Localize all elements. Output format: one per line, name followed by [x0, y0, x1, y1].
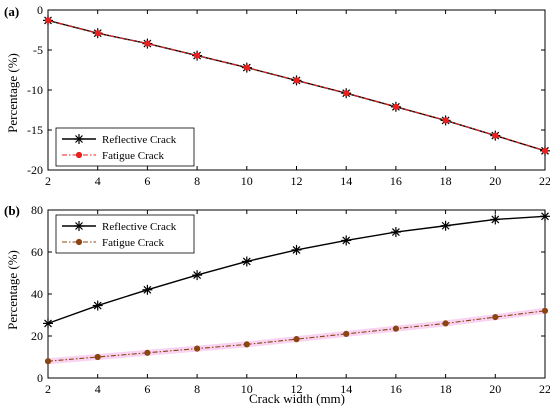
- panel-b-xtick-label: 20: [489, 382, 501, 396]
- panel-b-fatigue-crack-point: [492, 314, 499, 321]
- panel-b-legend: Reflective Crack Fatigue Crack: [55, 214, 195, 254]
- panel-b-reflective-crack-point: [241, 256, 252, 267]
- panel-b-label: (b): [4, 203, 20, 218]
- panel-a-legend: Reflective Crack Fatigue Crack: [55, 127, 195, 167]
- panel-b-reflective-crack-point: [192, 270, 203, 281]
- panel-a-fatigue-crack-point: [44, 17, 52, 24]
- panel-b-fatigue-crack-point: [392, 325, 399, 332]
- panel-a-ytick-label: -10: [27, 83, 43, 97]
- panel-b-reflective-crack-point: [92, 300, 103, 311]
- panel-a-xtick-label: 14: [340, 174, 352, 188]
- panel-b-fatigue-crack-point: [293, 336, 300, 343]
- panel-b-ylabel: Percentage (%): [5, 250, 20, 330]
- panel-a-fatigue-crack-point: [144, 40, 151, 47]
- panel-a-fatigue-crack-point: [94, 30, 101, 37]
- panel-b-reflective-crack-point: [390, 227, 401, 238]
- panel-b-xtick-label: 16: [390, 382, 402, 396]
- panel-a-fatigue-crack-point: [492, 132, 499, 139]
- panel-a: (a) Percentage (%) 2 4 6 8 10 12 14 16 18 20 22 -20…: [4, 3, 550, 188]
- panel-a-fatigue-crack-point: [194, 52, 201, 59]
- panel-b-legend-reflective-crack-label: Reflective Crack: [102, 221, 177, 233]
- panel-a-xtick-label: 18: [440, 174, 452, 188]
- panel-b-legend-fatigue-crack-marker: [75, 238, 83, 246]
- panel-b-fatigue-crack-point: [541, 307, 549, 314]
- panel-a-ytick-label: -5: [33, 43, 43, 57]
- panel-a-xtick-label: 16: [390, 174, 402, 188]
- panel-b-fatigue-crack-point: [44, 358, 52, 365]
- panel-b-xtick-label: 18: [440, 382, 452, 396]
- panel-a-legend-reflective-crack-marker: [74, 134, 84, 144]
- panel-b-legend-fatigue-crack-label: Fatigue Crack: [102, 237, 165, 249]
- panel-b-ytick-label: 60: [31, 245, 43, 259]
- panel-a-fatigue-crack-point: [392, 103, 399, 110]
- panel-a-fatigue-crack-point: [541, 147, 549, 154]
- panel-b-xtick-label: 12: [291, 382, 303, 396]
- panel-b-plot: 2 4 6 8 10 12 14 16 18 20 22 0 20 40 60 80 Reflective Cr…: [31, 203, 550, 396]
- panel-b-reflective-crack-point: [43, 318, 53, 329]
- panel-a-fatigue-crack-point: [442, 117, 449, 124]
- panel-b-xlabel: Crack width (mm): [249, 391, 345, 406]
- panel-b-fatigue-crack-point: [243, 341, 250, 348]
- panel-b-xtick-label: 22: [539, 382, 550, 396]
- panel-a-xtick-label: 22: [539, 174, 550, 188]
- panel-b-reflective-crack-point: [440, 220, 451, 231]
- panel-a-legend-fatigue-crack-label: Fatigue Crack: [102, 150, 165, 162]
- panel-a-ytick-label: -20: [27, 163, 43, 177]
- panel-b-fatigue-crack-point: [343, 330, 350, 337]
- panel-b: (b) Percentage (%) Crack width (mm) 2 4 6 8…: [4, 203, 550, 406]
- panel-b-reflective-crack-point: [540, 211, 550, 222]
- panel-b-fatigue-crack-band: [48, 307, 545, 365]
- panel-a-xtick-label: 4: [95, 174, 101, 188]
- panel-a-xtick-label: 6: [144, 174, 150, 188]
- panel-b-reflective-crack-point: [291, 244, 302, 255]
- panel-b-xtick-label: 14: [340, 382, 352, 396]
- panel-a-ytick-label: -15: [27, 123, 43, 137]
- panel-a-xtick-label: 2: [45, 174, 51, 188]
- panel-b-ytick-label: 20: [31, 329, 43, 343]
- panel-b-xtick-label: 8: [194, 382, 200, 396]
- panel-a-xtick-label: 8: [194, 174, 200, 188]
- panel-a-label: (a): [4, 4, 19, 19]
- panel-b-reflective-crack-point: [341, 235, 352, 246]
- panel-b-fatigue-crack-point: [194, 345, 201, 352]
- panel-b-xtick-label: 4: [95, 382, 101, 396]
- panel-b-ytick-label: 40: [31, 287, 43, 301]
- panel-b-fatigue-crack-point: [442, 320, 449, 327]
- panel-a-ylabel: Percentage (%): [5, 53, 20, 133]
- panel-b-fatigue-crack-point: [144, 349, 151, 356]
- panel-a-ytick-label: 0: [37, 3, 43, 17]
- panel-b-legend-reflective-crack-marker: [74, 221, 84, 231]
- panel-b-reflective-crack-point: [142, 284, 153, 295]
- panel-a-fatigue-crack-point: [293, 77, 300, 84]
- panel-b-xtick-label: 6: [144, 382, 150, 396]
- panel-b-ytick-label: 80: [31, 203, 43, 217]
- panel-a-xtick-label: 20: [489, 174, 501, 188]
- panel-a-legend-fatigue-crack-marker: [75, 151, 83, 159]
- panel-b-ytick-label: 0: [37, 371, 43, 385]
- panel-a-fatigue-crack-point: [243, 64, 250, 71]
- panel-a-xtick-label: 12: [291, 174, 303, 188]
- panel-b-fatigue-crack-point: [94, 353, 101, 361]
- panel-b-reflective-crack-point: [490, 214, 501, 225]
- panel-b-xtick-label: 10: [241, 382, 253, 396]
- panel-a-legend-reflective-crack-label: Reflective Crack: [102, 134, 177, 146]
- panel-a-plot: 2 4 6 8 10 12 14 16 18 20 22 -20 -15 -10 -5 0 Reflective…: [27, 3, 550, 188]
- panel-b-xtick-label: 2: [45, 382, 51, 396]
- panel-a-xtick-label: 10: [241, 174, 253, 188]
- panel-a-fatigue-crack-point: [343, 90, 350, 97]
